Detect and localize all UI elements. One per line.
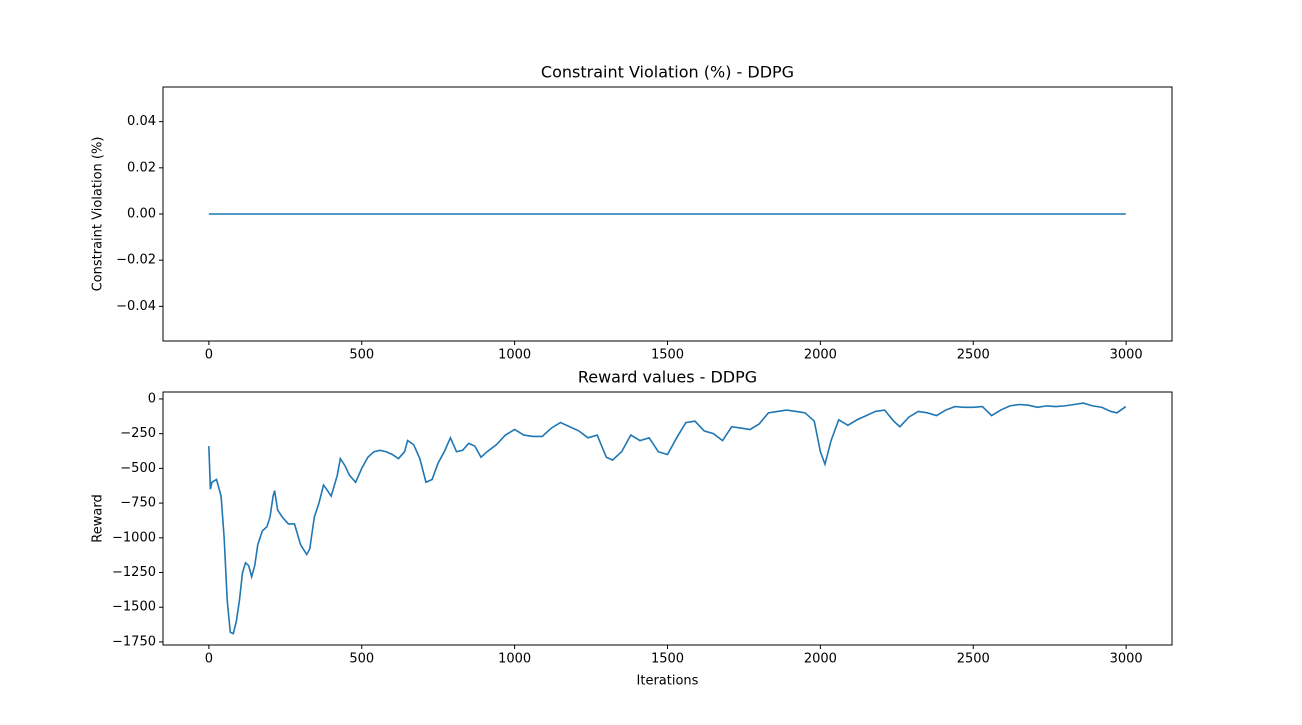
x-tick-label: 1000 <box>498 348 531 363</box>
x-tick-label: 0 <box>205 652 213 667</box>
y-tick-label: 0 <box>148 391 156 406</box>
x-tick-label: 0 <box>205 348 213 363</box>
y-tick-label: −250 <box>120 426 156 441</box>
y-tick-label: −0.02 <box>116 253 156 268</box>
y-tick-label: −1500 <box>112 600 156 615</box>
data-line <box>208 402 1127 635</box>
x-tick-label: 3000 <box>1110 348 1143 363</box>
x-tick-label: 2500 <box>957 652 990 667</box>
x-tick-label: 2000 <box>804 652 837 667</box>
y-axis-label: Constraint Violation (%) <box>91 137 106 292</box>
x-tick-label: 1500 <box>651 348 684 363</box>
chart-title: Reward values - DDPG <box>578 368 757 387</box>
y-tick-label: −500 <box>120 461 156 476</box>
x-axis-label: Iterations <box>637 674 699 689</box>
y-tick-label: −1750 <box>112 634 156 649</box>
x-tick-label: 500 <box>349 652 374 667</box>
x-tick-label: 2500 <box>957 348 990 363</box>
y-tick-label: 0.00 <box>127 207 156 222</box>
x-tick-label: 2000 <box>804 348 837 363</box>
x-tick-label: 1500 <box>651 652 684 667</box>
chart-title: Constraint Violation (%) - DDPG <box>541 63 794 82</box>
y-tick-label: 0.04 <box>127 114 156 129</box>
y-tick-label: −750 <box>120 496 156 511</box>
y-axis-label: Reward <box>91 494 106 542</box>
x-tick-label: 1000 <box>498 652 531 667</box>
x-tick-label: 3000 <box>1110 652 1143 667</box>
x-tick-label: 500 <box>349 348 374 363</box>
y-tick-label: −1000 <box>112 530 156 545</box>
y-tick-label: 0.02 <box>127 160 156 175</box>
y-tick-label: −1250 <box>112 565 156 580</box>
y-tick-label: −0.04 <box>116 299 156 314</box>
